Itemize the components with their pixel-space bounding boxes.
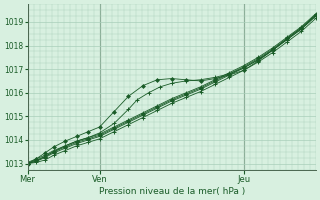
- X-axis label: Pression niveau de la mer( hPa ): Pression niveau de la mer( hPa ): [99, 187, 245, 196]
